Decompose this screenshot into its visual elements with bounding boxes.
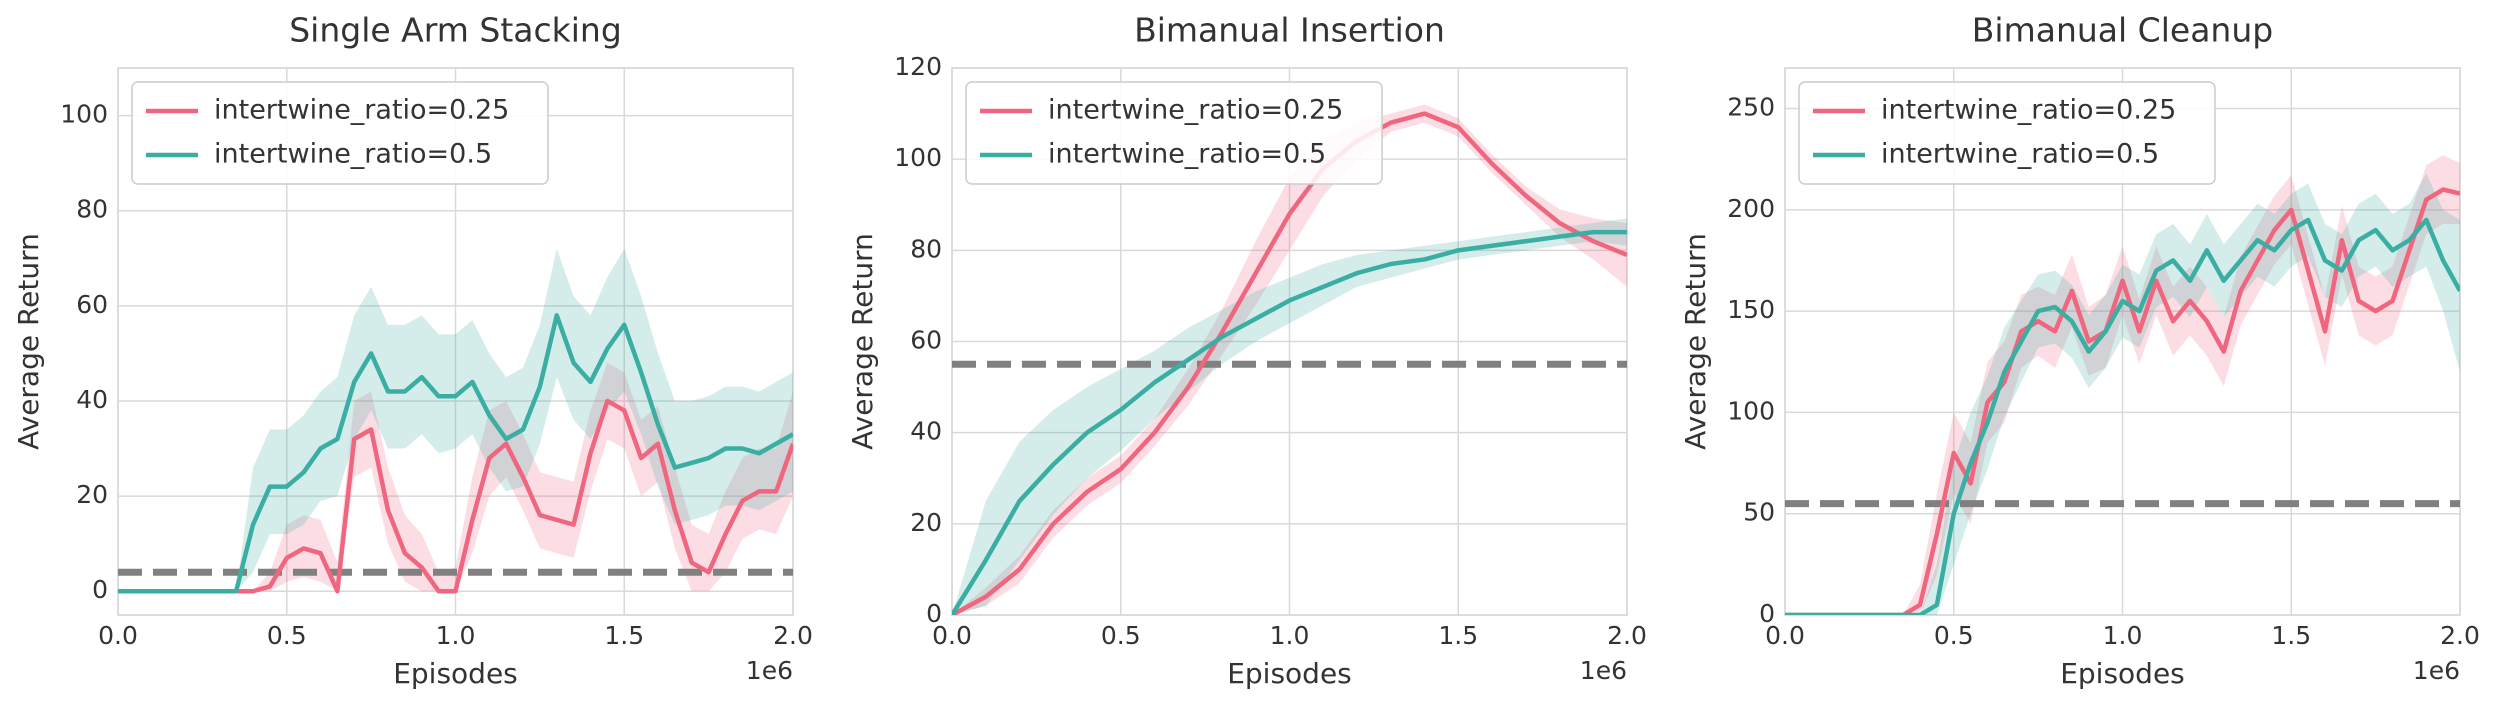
series-line	[952, 111, 1627, 615]
plot-content	[952, 104, 1627, 615]
legend-box	[131, 81, 549, 185]
x-offset-label: 1e6	[2413, 656, 2460, 685]
y-tick-label: 20	[76, 480, 108, 509]
y-tick-label: 60	[76, 290, 108, 319]
y-tick-label: 100	[894, 143, 942, 172]
x-offset-label: 1e6	[1580, 656, 1627, 685]
x-tick-label: 2.0	[2440, 621, 2480, 650]
y-tick-label: 250	[1727, 93, 1775, 122]
plot-content	[118, 248, 793, 594]
series-line	[1785, 217, 2460, 615]
y-tick-label: 20	[910, 508, 942, 537]
x-offset-label: 1e6	[746, 656, 793, 685]
y-tick-label: 60	[910, 326, 942, 355]
series-line	[118, 313, 793, 594]
x-tick-label: 1.5	[604, 621, 644, 650]
x-tick-label: 0.0	[932, 621, 972, 650]
legend-label: intertwine_ratio=0.5	[214, 139, 492, 170]
x-axis-label: Episodes	[393, 657, 518, 690]
legend-label: intertwine_ratio=0.25	[214, 95, 509, 126]
x-tick-label: 1.0	[2103, 621, 2143, 650]
subplot: 0 20 40 60 80 100 120 0.0 0.5 1.0 1.5 2.0 Bimanual I…	[846, 11, 1647, 691]
confidence-band	[1785, 155, 2460, 615]
series-line	[952, 229, 1627, 615]
legend-label: intertwine_ratio=0.5	[1048, 139, 1326, 170]
legend-label: intertwine_ratio=0.25	[1881, 95, 2176, 126]
x-tick-label: 2.0	[1607, 621, 1647, 650]
y-tick-label: 120	[894, 52, 942, 81]
x-axis-label: Episodes	[1227, 657, 1352, 690]
confidence-band	[118, 362, 793, 592]
y-tick-label: 200	[1727, 194, 1775, 223]
chart-title: Bimanual Insertion	[1134, 11, 1445, 50]
x-tick-label: 1.5	[2271, 621, 2311, 650]
legend-box	[965, 81, 1383, 185]
subplot: 0 20 40 60 80 100 0.0 0.5 1.0 1.5 2.0 Single Arm St…	[12, 11, 813, 691]
y-tick-label: 150	[1727, 295, 1775, 324]
chart-title: Single Arm Stacking	[289, 11, 622, 50]
x-tick-label: 0.0	[1765, 621, 1805, 650]
chart-title: Bimanual Cleanup	[1972, 11, 2273, 50]
y-axis-label: Average Return	[1679, 233, 1712, 450]
y-axis-label: Average Return	[846, 233, 879, 450]
x-tick-label: 1.0	[1270, 621, 1310, 650]
x-tick-label: 0.5	[1934, 621, 1974, 650]
legend-box	[1798, 81, 2216, 185]
confidence-band	[952, 104, 1627, 615]
confidence-band	[1785, 173, 2460, 615]
confidence-band	[118, 248, 793, 592]
y-axis-label: Average Return	[12, 233, 45, 450]
x-tick-label: 1.0	[436, 621, 476, 650]
confidence-band	[952, 218, 1627, 615]
x-tick-label: 2.0	[773, 621, 813, 650]
x-tick-label: 0.0	[98, 621, 138, 650]
legend-label: intertwine_ratio=0.5	[1881, 139, 2159, 170]
y-tick-label: 100	[1727, 396, 1775, 425]
x-tick-label: 0.5	[1101, 621, 1141, 650]
y-tick-label: 40	[76, 385, 108, 414]
y-tick-label: 0	[92, 575, 108, 604]
y-tick-label: 0	[1759, 599, 1775, 628]
subplot: 0 50 100 150 200 250 0.0 0.5 1.0 1.5 2.0 Bimanual C…	[1679, 11, 2480, 691]
y-tick-label: 40	[910, 417, 942, 446]
plot-content	[1785, 155, 2460, 615]
x-tick-label: 1.5	[1438, 621, 1478, 650]
x-tick-label: 0.5	[267, 621, 307, 650]
legend-label: intertwine_ratio=0.25	[1048, 95, 1343, 126]
y-tick-label: 80	[76, 195, 108, 224]
y-tick-label: 100	[60, 100, 108, 129]
x-axis-label: Episodes	[2060, 657, 2185, 690]
y-tick-label: 0	[926, 599, 942, 628]
y-tick-label: 80	[910, 234, 942, 263]
y-tick-label: 50	[1743, 498, 1775, 527]
